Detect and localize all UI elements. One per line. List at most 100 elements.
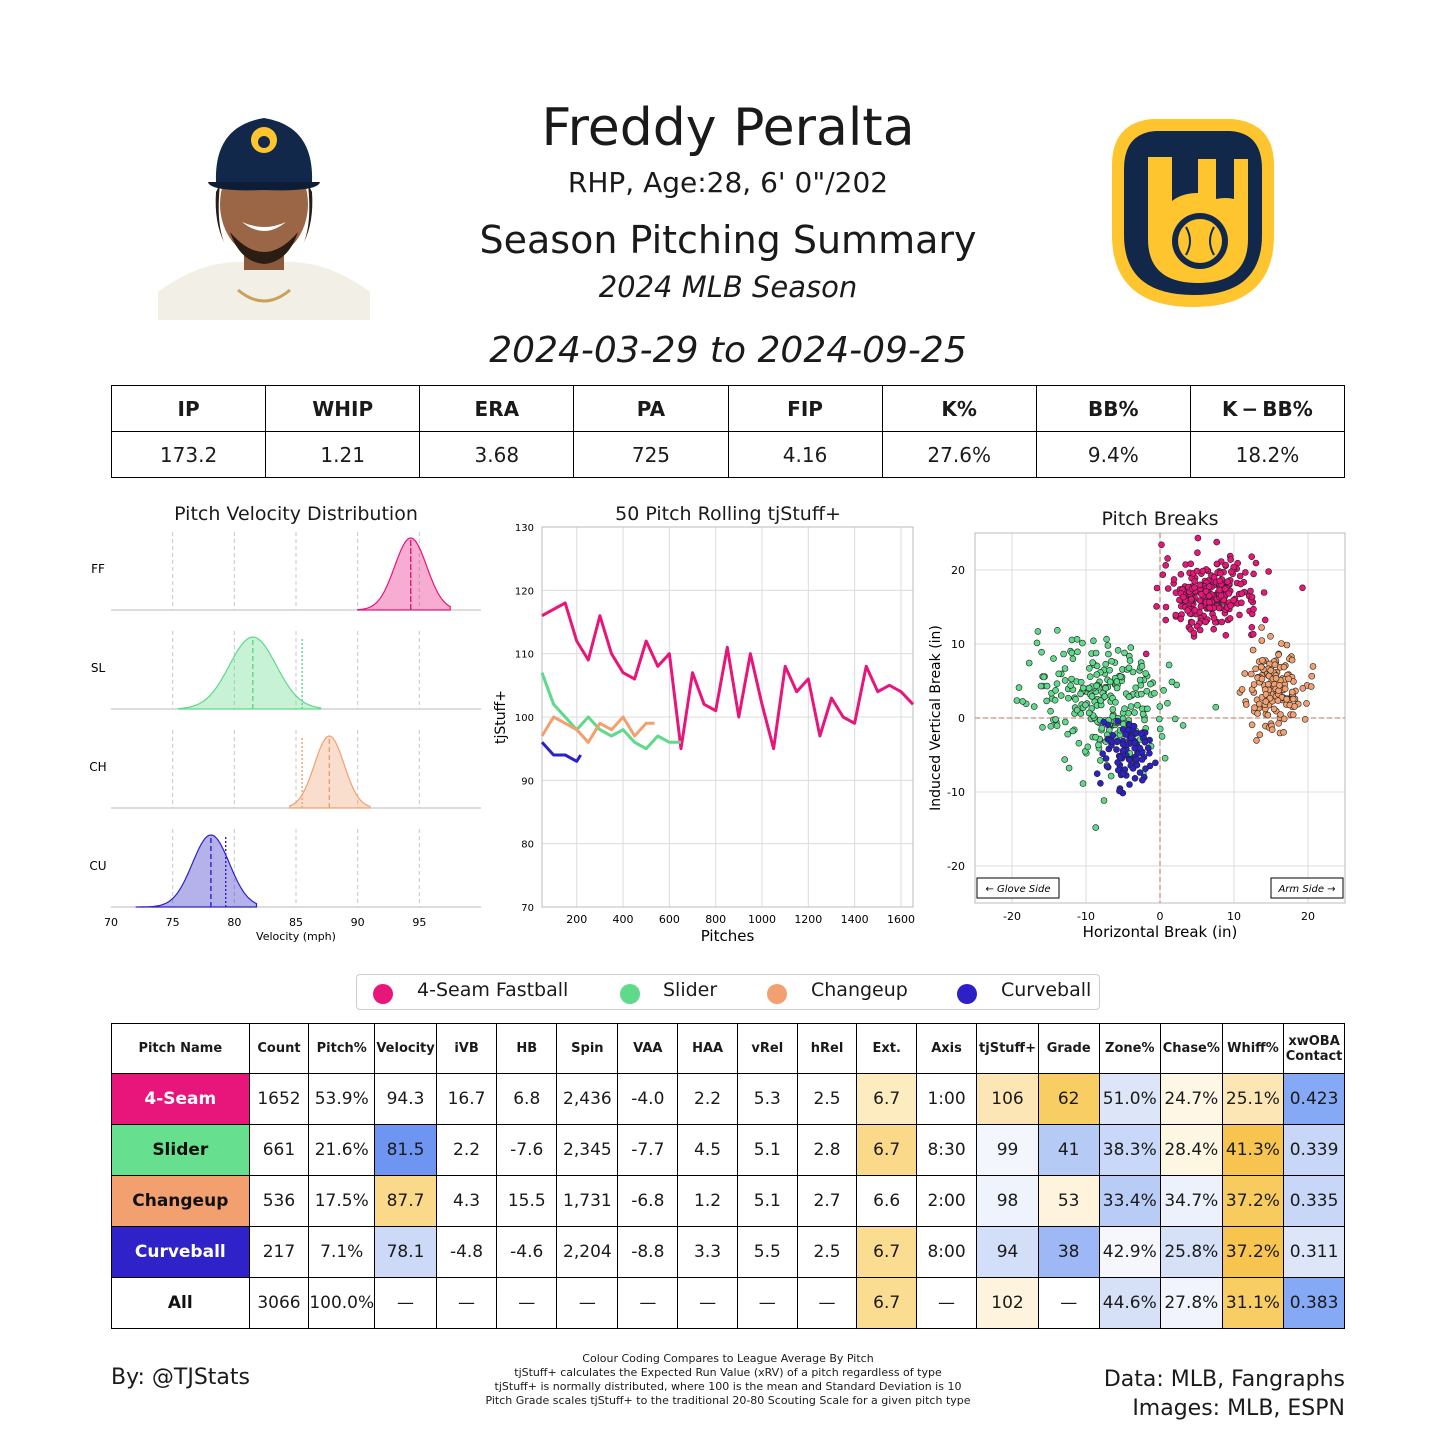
break-point (1139, 710, 1147, 718)
table-cell: 38 (1037, 1226, 1100, 1278)
break-point (1138, 730, 1145, 737)
table-header: Pitch Name (111, 1023, 250, 1074)
break-point (1037, 682, 1045, 690)
break-point (1248, 721, 1256, 729)
table-cell: 94 (976, 1226, 1039, 1278)
rolling-x-tick: 400 (613, 913, 634, 926)
footer-note: Colour Coding Compares to League Average… (582, 1352, 874, 1365)
break-point (1050, 655, 1057, 662)
break-point (1060, 650, 1067, 658)
legend-label-changeup: Changeup (811, 979, 908, 1001)
table-header: Grade (1037, 1023, 1100, 1074)
break-point (1138, 756, 1146, 763)
break-point (1067, 682, 1074, 689)
table-cell: 7.1% (308, 1226, 376, 1278)
table-header: tjStuff+ (976, 1023, 1039, 1074)
break-point (1283, 641, 1291, 649)
break-point (1098, 724, 1106, 732)
break-point (1125, 693, 1133, 701)
break-point (1102, 684, 1109, 692)
break-point (1138, 690, 1145, 698)
velocity-tick-label: 90 (351, 916, 365, 929)
break-point (1116, 787, 1123, 795)
season-stats-table: IP WHIP ERA PA FIP K% BB% K − BB% 173.2 … (110, 385, 1346, 478)
break-point (1253, 737, 1260, 744)
break-point (1290, 678, 1297, 685)
break-point (1217, 592, 1225, 599)
break-point (1034, 628, 1042, 635)
break-point (1069, 727, 1076, 735)
velocity-tick-label: 80 (227, 916, 241, 929)
break-point (1095, 741, 1102, 749)
break-x-tick: 0 (1157, 910, 1164, 923)
table-header: Count (248, 1023, 310, 1074)
break-point (1132, 684, 1139, 692)
break-point (1188, 619, 1196, 626)
break-point (1252, 559, 1260, 567)
break-y-tick: 0 (958, 712, 965, 725)
break-point (1084, 743, 1092, 751)
break-point (1261, 616, 1269, 624)
break-point (1237, 580, 1245, 588)
break-point (1262, 698, 1270, 705)
break-point (1015, 684, 1023, 691)
table-cell: 15.5 (496, 1175, 558, 1227)
table-cell: 41 (1037, 1124, 1100, 1176)
break-point (1278, 640, 1285, 647)
break-point (1215, 604, 1223, 612)
break-point (1097, 779, 1104, 787)
break-point (1043, 697, 1050, 705)
table-cell: 2,436 (556, 1073, 619, 1125)
pitch-breaks-chart: -20 -10 0 10 20 -20 -10 0 10 20 Horizontal Break (… (928, 532, 1346, 941)
break-point (1276, 682, 1283, 689)
table-header: Velocity (374, 1023, 437, 1074)
legend-label-slider: Slider (663, 979, 718, 1001)
rolling-y-tick: 130 (515, 523, 534, 534)
rolling-plot-frame (541, 526, 914, 908)
table-cell: — (374, 1277, 437, 1329)
stat-header: ERA (419, 385, 575, 432)
break-point (1119, 741, 1127, 748)
velocity-distribution-chart: FF SL CH CU 70 75 80 85 90 95 Velocity (mph) (89, 532, 481, 943)
break-point (1156, 703, 1164, 710)
table-cell: 44.6% (1098, 1277, 1161, 1329)
break-point (1238, 686, 1246, 693)
table-cell: 2,345 (556, 1124, 619, 1176)
break-x-tick: 20 (1301, 910, 1315, 923)
break-point (1116, 754, 1124, 761)
stat-value: 1.21 (265, 431, 421, 478)
table-cell: 5.1 (736, 1124, 798, 1176)
break-point (1093, 682, 1100, 690)
break-point (1156, 715, 1163, 723)
break-point (1065, 694, 1072, 702)
break-point (1274, 697, 1282, 704)
table-cell: 2.5 (796, 1073, 858, 1125)
break-point (1250, 605, 1257, 613)
rolling-y-tick: 70 (521, 903, 534, 914)
break-point (1159, 571, 1167, 579)
break-point (1191, 577, 1198, 585)
break-point (1101, 693, 1108, 700)
data-source: Data: MLB, Fangraphs (1103, 1367, 1345, 1392)
rolling-line-4-seam-fastball (541, 601, 915, 751)
table-header: Zone% (1098, 1023, 1161, 1074)
break-point (1254, 710, 1261, 717)
arm-side-label: Arm Side → (1277, 884, 1335, 895)
break-point (1202, 618, 1209, 626)
break-point (1194, 549, 1201, 557)
velocity-row-label: SL (91, 661, 106, 675)
break-point (1106, 678, 1114, 686)
rolling-x-tick: 800 (705, 913, 726, 926)
break-point (1222, 561, 1229, 569)
table-header: HAA (677, 1023, 738, 1074)
break-point (1039, 724, 1046, 731)
arm-side-box (1270, 877, 1344, 899)
rolling-line-changeup (540, 715, 655, 744)
break-point (1271, 661, 1279, 668)
break-point (1104, 642, 1112, 649)
table-cell: 2.7 (796, 1175, 858, 1227)
break-y-tick: 20 (951, 564, 965, 577)
stat-value: 18.2% (1189, 431, 1346, 478)
table-header: Chase% (1159, 1023, 1223, 1074)
break-ylabel: Induced Vertical Break (in) (928, 625, 944, 811)
